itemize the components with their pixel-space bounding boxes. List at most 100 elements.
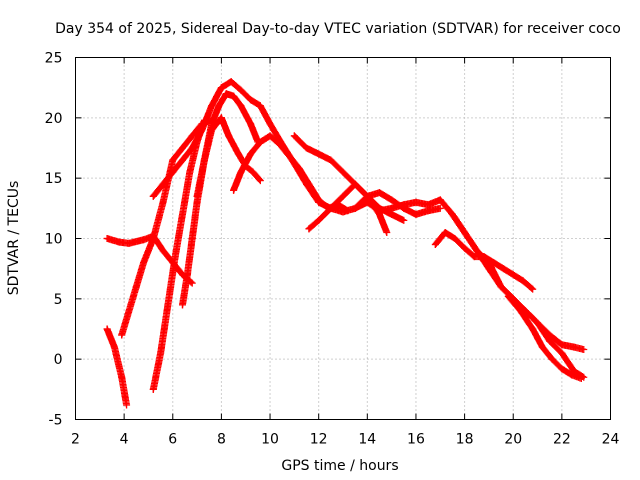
data-point — [215, 102, 223, 110]
data-point — [529, 285, 537, 293]
data-point — [171, 253, 179, 261]
x-tick-label: 12 — [310, 432, 328, 448]
data-point — [448, 210, 456, 218]
series-marker-trail — [448, 210, 586, 353]
x-tick-label: 4 — [120, 432, 129, 448]
data-point — [570, 343, 578, 351]
data-point — [558, 365, 566, 373]
data-point — [132, 283, 140, 291]
data-point — [315, 150, 323, 158]
data-point — [222, 90, 230, 98]
series-marker-trail — [149, 118, 208, 393]
data-point — [339, 168, 347, 176]
data-point — [256, 138, 264, 146]
x-tick-label: 16 — [407, 432, 425, 448]
data-point — [303, 144, 311, 152]
x-tick-label: 8 — [217, 432, 226, 448]
x-tick-label: 18 — [456, 432, 474, 448]
x-tick-label: 22 — [553, 432, 571, 448]
data-point — [388, 210, 396, 218]
data-point — [188, 279, 196, 287]
data-point — [431, 241, 439, 249]
data-point — [286, 152, 293, 160]
data-point — [217, 114, 225, 122]
data-point — [519, 277, 527, 285]
data-point — [237, 86, 245, 94]
data-point — [400, 204, 408, 212]
series-arc-14 — [504, 292, 585, 382]
data-point — [247, 96, 255, 104]
data-point — [305, 180, 313, 188]
data-point — [295, 165, 303, 173]
data-point — [188, 132, 196, 140]
x-tick-label: 10 — [261, 432, 279, 448]
data-point — [558, 349, 566, 357]
data-point — [103, 235, 111, 242]
x-tick-label: 24 — [602, 432, 620, 448]
data-point — [237, 168, 245, 176]
data-point — [548, 355, 556, 363]
x-tick-label: 6 — [168, 432, 177, 448]
series-arc-8 — [230, 132, 352, 215]
data-point — [529, 325, 537, 333]
data-point — [208, 102, 216, 110]
data-point — [179, 210, 186, 218]
data-point — [461, 228, 469, 236]
data-point — [473, 247, 481, 255]
data-point — [118, 331, 126, 339]
data-point — [315, 196, 323, 204]
data-point — [388, 204, 396, 212]
data-point — [363, 192, 371, 200]
data-point — [436, 204, 444, 212]
data-point — [164, 301, 172, 309]
data-point — [461, 244, 469, 252]
data-point — [179, 144, 186, 152]
data-point — [179, 156, 186, 164]
x-tick-label: 2 — [71, 432, 80, 448]
data-point — [436, 196, 444, 204]
data-point — [441, 228, 449, 236]
x-axis-label: GPS time / hours — [281, 458, 398, 474]
y-tick-label: 5 — [54, 292, 63, 308]
y-tick-label: 15 — [45, 171, 63, 187]
data-point — [339, 192, 347, 200]
data-point — [123, 401, 131, 409]
data-point — [497, 283, 505, 291]
data-point — [388, 196, 396, 204]
data-point — [234, 150, 242, 158]
x-tick-label: 14 — [358, 432, 376, 448]
data-point — [140, 236, 148, 244]
y-tick-label: 25 — [45, 51, 63, 67]
chart-title: Day 354 of 2025, Sidereal Day-to-day VTE… — [55, 21, 621, 37]
data-point — [546, 337, 554, 345]
data-series-layer — [103, 78, 588, 409]
data-point — [290, 132, 298, 140]
data-point — [412, 198, 420, 206]
series-arc-12 — [431, 228, 537, 293]
data-point — [217, 84, 225, 92]
data-point — [351, 180, 359, 188]
data-point — [169, 168, 177, 176]
data-point — [193, 192, 201, 200]
data-point — [179, 301, 186, 309]
series-arc-1 — [103, 325, 131, 409]
data-point — [305, 225, 313, 233]
data-point — [375, 189, 383, 197]
data-point — [159, 247, 167, 255]
data-point — [470, 253, 478, 261]
data-point — [568, 371, 576, 379]
data-point — [327, 156, 335, 164]
series-arc-11 — [351, 189, 444, 218]
series-marker-trail — [103, 325, 130, 408]
data-point — [125, 307, 133, 315]
data-point — [504, 292, 512, 300]
data-point — [247, 150, 255, 158]
data-point — [424, 207, 432, 215]
data-point — [538, 343, 546, 351]
data-point — [383, 228, 391, 236]
data-point — [485, 265, 493, 273]
data-point — [424, 201, 432, 209]
data-point — [159, 180, 167, 188]
